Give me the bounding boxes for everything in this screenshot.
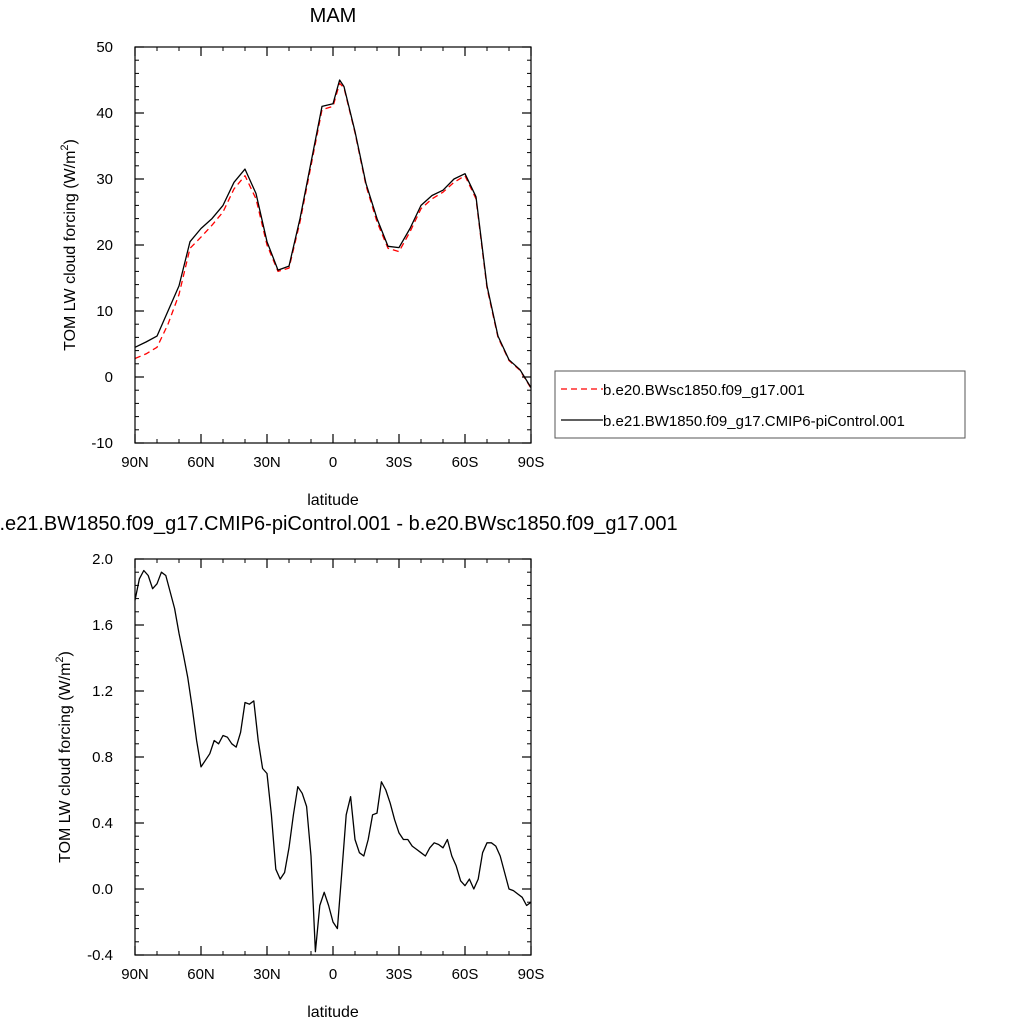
series-layer <box>134 569 532 953</box>
y-tick-label: 20 <box>96 237 113 254</box>
x-tick-label: 0 <box>329 966 337 983</box>
y-tick-label: 30 <box>96 171 113 188</box>
x-tick-label: 30S <box>386 966 413 983</box>
tick-layer: 90N 60N 30N 0 30S 60S 90S -10 0 10 20 30 40 50 <box>91 39 544 471</box>
panel-climatology: MAM 90N 60N 30N 0 30S 60S 90S -10 0 10 20 30 40 50 la… <box>59 5 966 509</box>
x-tick-label: 90S <box>518 966 545 983</box>
x-tick-label: 90N <box>121 454 149 471</box>
x-tick-label: 60N <box>187 966 215 983</box>
y-axis-label-close: ) <box>57 651 74 656</box>
x-tick-label: 60N <box>187 454 215 471</box>
tick-layer: 90N 60N 30N 0 30S 60S 90S -0.4 0.0 0.4 0.8 1.2 1.6 2.… <box>87 551 544 983</box>
series-line-1 <box>134 79 532 388</box>
x-tick-label: 60S <box>452 966 479 983</box>
y-axis-label-main: TOM LW cloud forcing (W/m <box>57 663 74 863</box>
x-tick-label: 30N <box>253 454 281 471</box>
series-line-0 <box>134 569 532 953</box>
legend-box <box>554 370 966 439</box>
x-tick-label: 90S <box>518 454 545 471</box>
x-tick-label: 0 <box>329 454 337 471</box>
y-axis-label-superscript: 2 <box>54 656 66 662</box>
y-tick-label: 0.4 <box>92 815 113 832</box>
chart-title: MAM <box>310 5 357 27</box>
legend: b.e20.BWsc1850.f09_g17.001 b.e21.BW1850.… <box>554 370 966 439</box>
y-tick-label: 1.2 <box>92 683 113 700</box>
y-axis-label: TOM LW cloud forcing (W/m2) <box>54 651 74 863</box>
x-tick-label: 60S <box>452 454 479 471</box>
y-tick-label: 2.0 <box>92 551 113 568</box>
y-tick-label: 40 <box>96 105 113 122</box>
legend-entry-1: b.e21.BW1850.f09_g17.CMIP6-piControl.001 <box>603 413 905 430</box>
y-tick-label: 50 <box>96 39 113 56</box>
y-axis-label-superscript: 2 <box>59 144 71 150</box>
x-axis-label: latitude <box>307 1004 359 1021</box>
x-axis-label: latitude <box>307 492 359 509</box>
y-tick-label: 0.8 <box>92 749 113 766</box>
chart-title: b.e21.BW1850.f09_g17.CMIP6-piControl.001… <box>0 513 678 535</box>
y-tick-label: -10 <box>91 435 113 452</box>
y-axis-label: TOM LW cloud forcing (W/m2) <box>59 139 79 351</box>
series-layer <box>134 79 532 389</box>
x-tick-label: 90N <box>121 966 149 983</box>
legend-entry-0: b.e20.BWsc1850.f09_g17.001 <box>603 382 805 399</box>
y-tick-label: 10 <box>96 303 113 320</box>
x-tick-label: 30N <box>253 966 281 983</box>
y-tick-label: -0.4 <box>87 947 113 964</box>
x-tick-label: 30S <box>386 454 413 471</box>
plot-frame <box>134 46 532 444</box>
y-axis-label-main: TOM LW cloud forcing (W/m <box>62 151 79 351</box>
y-tick-label: 1.6 <box>92 617 113 634</box>
panel-difference: b.e21.BW1850.f09_g17.CMIP6-piControl.001… <box>0 513 678 1021</box>
y-axis-label-close: ) <box>62 139 79 144</box>
y-tick-label: 0.0 <box>92 881 113 898</box>
plot-frame <box>134 558 532 956</box>
y-tick-label: 0 <box>105 369 113 386</box>
